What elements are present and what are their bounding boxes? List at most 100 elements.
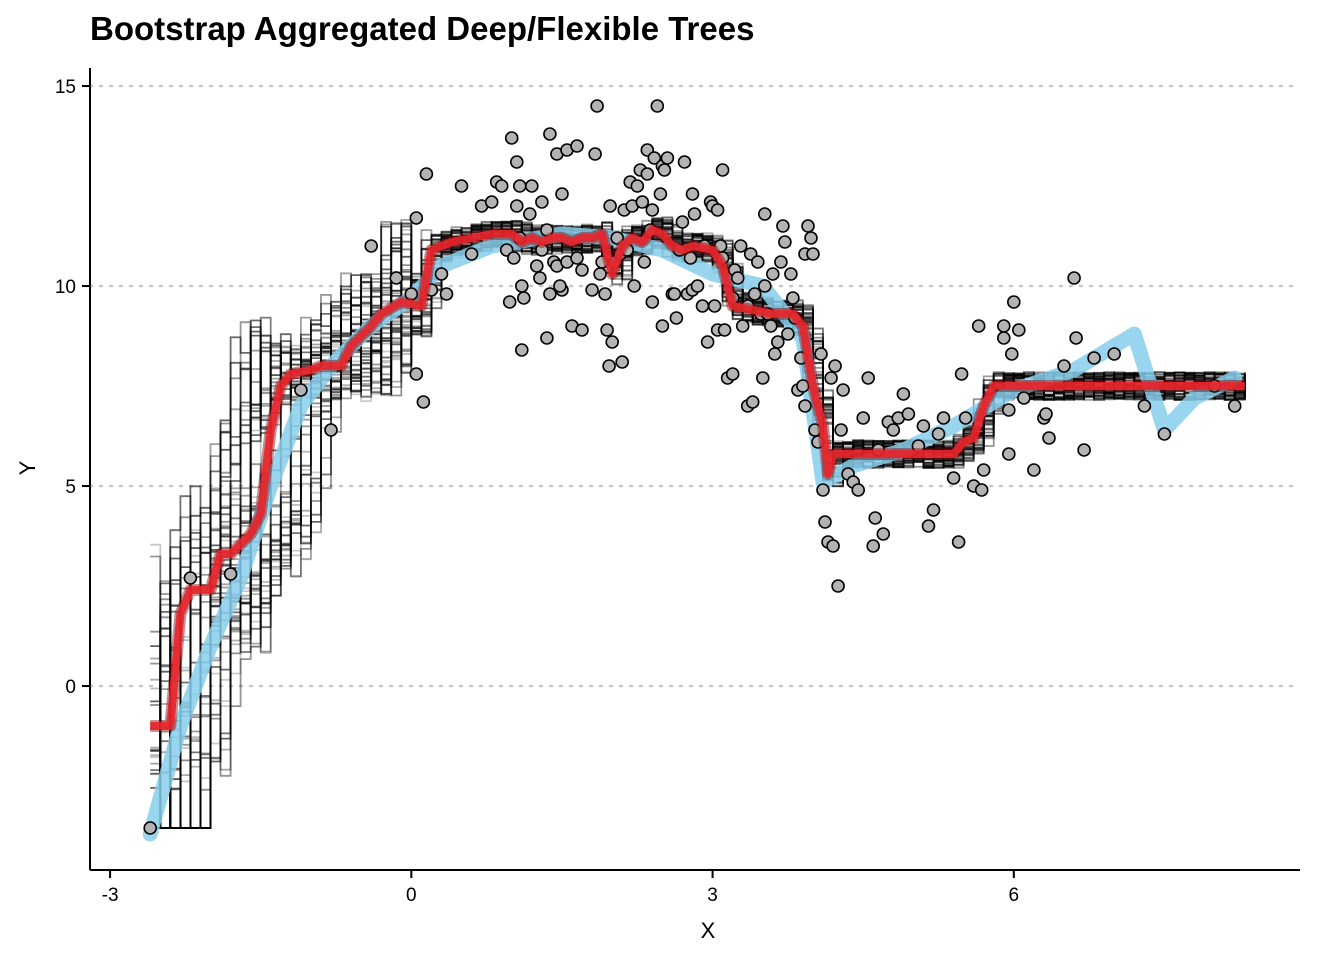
data-point	[1157, 427, 1172, 441]
bootstrap-tree	[150, 222, 1246, 829]
y-axis-label: Y	[15, 460, 40, 475]
data-point	[570, 139, 584, 153]
bootstrap-tree	[150, 221, 1246, 829]
chart-title: Bootstrap Aggregated Deep/Flexible Trees	[90, 10, 755, 47]
data-point	[976, 463, 991, 477]
data-point	[730, 271, 745, 285]
data-point	[1004, 347, 1019, 361]
data-point	[818, 515, 832, 529]
data-point	[710, 203, 725, 217]
y-tick-label: 10	[55, 277, 76, 298]
bootstrap-tree	[150, 225, 1246, 829]
data-point	[223, 567, 238, 581]
bootstrap-tree	[150, 223, 1246, 829]
data-point	[851, 483, 866, 497]
data-point	[707, 299, 722, 313]
data-point	[506, 251, 521, 265]
data-point	[866, 539, 881, 553]
data-point	[615, 355, 630, 369]
data-point	[588, 147, 602, 161]
data-point	[645, 295, 660, 309]
data-point	[786, 291, 800, 305]
bootstrap-tree	[150, 221, 1246, 829]
data-point	[690, 279, 705, 293]
bootstrap-tree	[150, 221, 1246, 829]
bootstrap-tree	[150, 218, 1246, 829]
data-point	[1087, 351, 1101, 365]
true-function-layer	[142, 226, 1243, 842]
data-point	[685, 187, 700, 201]
data-point	[1042, 431, 1056, 445]
data-point	[1001, 403, 1016, 417]
data-point	[971, 319, 986, 333]
data-point	[650, 99, 665, 113]
data-point	[524, 179, 539, 193]
data-point	[725, 367, 740, 381]
data-point	[856, 411, 871, 425]
data-point	[660, 151, 675, 165]
true-function-line	[142, 226, 1243, 842]
data-point	[389, 271, 404, 285]
data-point	[514, 343, 529, 357]
data-point	[886, 423, 901, 437]
data-point	[951, 535, 966, 549]
data-point	[687, 207, 702, 221]
bootstrap-tree	[150, 221, 1246, 829]
bootstrap-tree	[150, 220, 1246, 829]
observations	[143, 99, 1242, 835]
data-point	[677, 155, 692, 169]
data-point	[416, 395, 431, 409]
data-point	[494, 179, 509, 193]
data-point	[826, 539, 840, 553]
data-point	[834, 423, 848, 437]
bagged-mean-layer	[150, 224, 1245, 732]
data-point	[1077, 443, 1091, 457]
bootstrap-tree	[150, 227, 1246, 829]
data-point	[916, 419, 931, 433]
data-point	[755, 371, 770, 385]
data-point	[1039, 407, 1053, 421]
bootstrap-tree	[150, 223, 1246, 829]
y-tick-label: 0	[65, 677, 76, 698]
data-point	[543, 127, 557, 141]
data-point	[509, 199, 524, 213]
data-point	[804, 231, 818, 245]
data-point	[409, 211, 424, 225]
bootstrap-tree	[150, 222, 1246, 829]
bootstrap-tree	[150, 218, 1246, 829]
data-point	[1227, 399, 1242, 413]
data-point	[926, 503, 941, 517]
data-point	[1137, 399, 1152, 413]
data-point	[996, 331, 1011, 345]
data-point	[605, 335, 620, 349]
data-point	[781, 327, 795, 341]
data-point	[778, 235, 792, 249]
data-point	[901, 407, 916, 421]
bootstrap-tree	[150, 223, 1246, 829]
data-point	[143, 821, 157, 835]
data-point	[750, 255, 765, 269]
data-point	[529, 259, 544, 273]
data-point	[765, 267, 780, 281]
data-point	[974, 483, 989, 497]
bootstrap-tree	[150, 221, 1246, 829]
data-point	[946, 471, 961, 485]
bootstrap-tree	[150, 222, 1246, 829]
data-point	[831, 579, 845, 593]
data-point	[770, 335, 785, 349]
data-point	[324, 423, 338, 437]
data-point	[806, 247, 820, 261]
y-tick-label: 5	[65, 477, 76, 498]
bootstrap-tree	[150, 223, 1246, 829]
data-point	[774, 255, 788, 269]
data-point	[861, 371, 876, 385]
data-point	[504, 131, 519, 145]
data-point	[717, 323, 732, 337]
data-point	[657, 163, 672, 177]
bootstrap-tree	[150, 221, 1246, 829]
data-point	[540, 331, 554, 345]
data-point	[747, 287, 762, 301]
data-point	[715, 163, 730, 177]
data-point	[735, 319, 750, 333]
